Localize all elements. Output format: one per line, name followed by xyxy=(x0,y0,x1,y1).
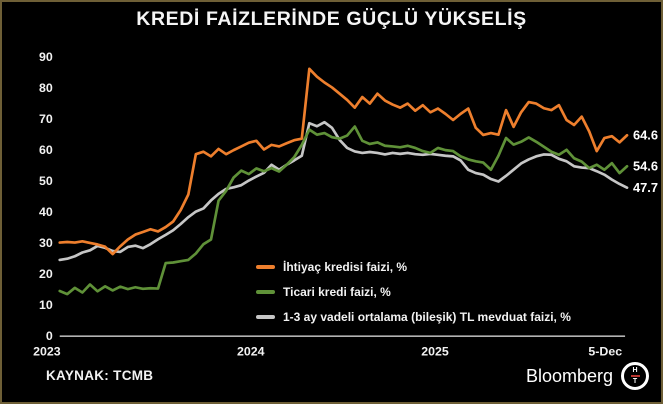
svg-text:64.6: 64.6 xyxy=(633,128,658,143)
legend-item-consumer-loan: İhtiyaç kredisi faizi, % xyxy=(256,260,571,274)
legend-item-deposit-rate: 1-3 ay vadeli ortalama (bileşik) TL mevd… xyxy=(256,310,571,324)
bloomberg-wordmark: Bloomberg xyxy=(525,365,613,386)
ht-monogram-h: H xyxy=(632,366,638,374)
svg-text:5-Dec: 5-Dec xyxy=(588,344,622,358)
legend: İhtiyaç kredisi faizi, % Ticari kredi fa… xyxy=(256,260,571,324)
svg-text:60: 60 xyxy=(39,143,53,157)
svg-text:40: 40 xyxy=(39,205,53,219)
svg-text:20: 20 xyxy=(39,267,53,281)
svg-text:80: 80 xyxy=(39,81,53,95)
legend-label: 1-3 ay vadeli ortalama (bileşik) TL mevd… xyxy=(283,310,571,324)
svg-text:30: 30 xyxy=(39,236,53,250)
svg-text:47.7: 47.7 xyxy=(633,180,658,195)
legend-swatch-orange-icon xyxy=(256,265,275,269)
svg-text:90: 90 xyxy=(39,50,53,64)
svg-text:2025: 2025 xyxy=(421,344,449,358)
chart-title: KREDİ FAİZLERİNDE GÜÇLÜ YÜKSELİŞ xyxy=(136,8,527,30)
legend-swatch-green-icon xyxy=(256,290,275,294)
ht-monogram-icon: H T xyxy=(621,362,649,390)
legend-label: Ticari kredi faizi, % xyxy=(283,285,391,299)
svg-text:0: 0 xyxy=(46,329,53,343)
svg-text:54.6: 54.6 xyxy=(633,159,658,174)
legend-label: İhtiyaç kredisi faizi, % xyxy=(283,260,408,274)
ht-monogram-bar xyxy=(630,374,640,378)
svg-text:2024: 2024 xyxy=(237,344,265,358)
svg-text:10: 10 xyxy=(39,298,53,312)
svg-text:70: 70 xyxy=(39,112,53,126)
svg-text:2023: 2023 xyxy=(33,344,61,358)
svg-text:50: 50 xyxy=(39,174,53,188)
source-label: KAYNAK: TCMB xyxy=(46,368,154,383)
legend-item-commercial-loan: Ticari kredi faizi, % xyxy=(256,285,571,299)
legend-swatch-gray-icon xyxy=(256,315,275,319)
bloomberg-ht-logo: Bloomberg H T xyxy=(526,362,649,390)
ht-monogram-t: T xyxy=(632,378,638,386)
